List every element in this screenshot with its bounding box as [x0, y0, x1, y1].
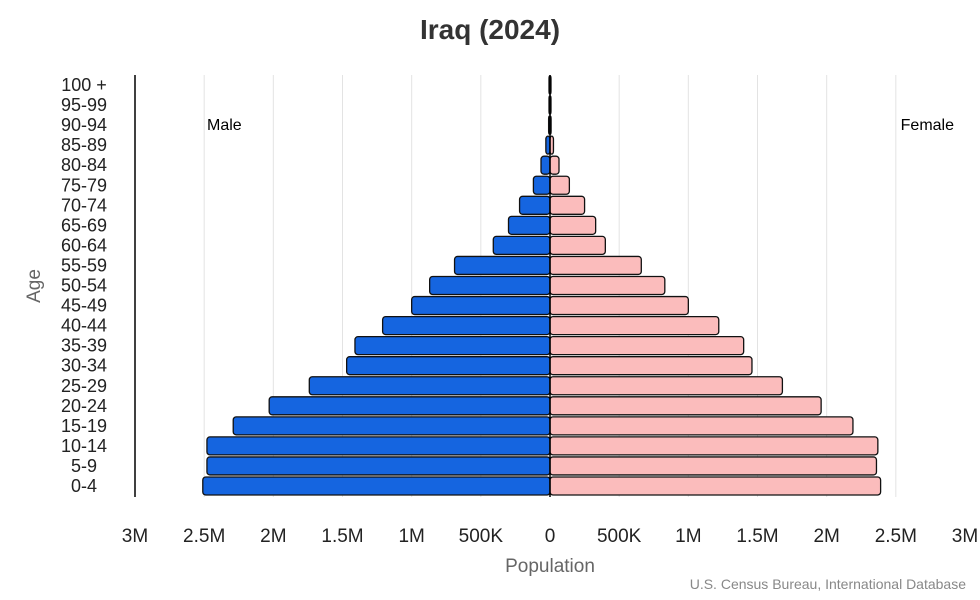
x-tick-label: 3M	[952, 526, 978, 547]
y-tick-label: 70-74	[61, 195, 107, 215]
y-tick-label: 30-34	[61, 356, 107, 376]
y-tick-label: 50-54	[61, 276, 107, 296]
bar-female-0-4	[549, 476, 882, 496]
x-tick-label: 0	[545, 526, 556, 547]
y-tick-label: 40-44	[61, 316, 107, 336]
bar-female-30-34	[549, 356, 753, 376]
x-tick-label: 1M	[398, 526, 424, 547]
bar-male-55-59	[453, 255, 551, 276]
bar-male-10-14	[206, 436, 551, 456]
bar-male-35-39	[354, 335, 551, 356]
bar-female-15-19	[549, 416, 854, 436]
x-tick-label: 2.5M	[875, 526, 917, 547]
bar-female-35-39	[549, 335, 745, 356]
bar-female-10-14	[549, 436, 879, 456]
bar-male-80-84	[540, 155, 551, 175]
y-tick-label: 10-14	[61, 436, 107, 456]
legend-female: Female	[901, 117, 954, 134]
bar-female-55-59	[549, 255, 642, 276]
bar-female-80-84	[549, 155, 560, 175]
y-tick-label: 15-19	[61, 416, 107, 436]
bar-male-40-44	[381, 315, 551, 336]
bar-male-70-74	[518, 195, 551, 215]
y-tick-label: 45-49	[61, 296, 107, 316]
bar-male-5-9	[206, 456, 551, 476]
x-tick-label: 2.5M	[183, 526, 225, 547]
bar-male-0-4	[202, 476, 551, 496]
bar-female-60-64	[549, 235, 606, 256]
bar-female-50-54	[549, 275, 666, 296]
bar-female-5-9	[549, 456, 878, 476]
chart-title: Iraq (2024)	[419, 14, 561, 45]
x-tick-label: 500K	[459, 526, 504, 547]
y-tick-label: 55-59	[61, 255, 107, 275]
bar-male-45-49	[411, 295, 551, 316]
bar-female-20-24	[549, 396, 822, 416]
bar-female-65-69	[549, 215, 597, 236]
y-tick-label: 85-89	[61, 135, 107, 155]
bar-female-40-44	[549, 315, 720, 336]
bar-female-75-79	[549, 175, 571, 195]
y-tick-label: 100 +	[61, 75, 107, 95]
x-tick-label: 2M	[260, 526, 286, 547]
bar-female-25-29	[549, 376, 784, 396]
y-tick-label: 20-24	[61, 396, 107, 416]
x-tick-label: 500K	[597, 526, 642, 547]
bar-female-45-49	[549, 295, 689, 316]
y-tick-label: 95-99	[61, 95, 107, 115]
y-tick-label: 5-9	[71, 456, 97, 476]
bar-female-70-74	[549, 195, 586, 215]
y-tick-label: 60-64	[61, 235, 107, 255]
y-tick-label: 80-84	[61, 155, 107, 175]
bar-male-20-24	[268, 396, 551, 416]
x-tick-label: 1.5M	[736, 526, 778, 547]
y-tick-label: 25-29	[61, 376, 107, 396]
y-tick-label: 65-69	[61, 215, 107, 235]
x-tick-label: 2M	[813, 526, 839, 547]
x-axis-label: Population	[505, 556, 595, 577]
x-tick-label: 1M	[675, 526, 701, 547]
y-tick-label: 0-4	[71, 476, 97, 496]
y-axis-label: Age	[24, 269, 45, 303]
y-tick-label: 35-39	[61, 336, 107, 356]
bar-male-30-34	[345, 356, 551, 376]
bar-male-60-64	[492, 235, 551, 256]
legend-male: Male	[207, 117, 242, 134]
source-credit: U.S. Census Bureau, International Databa…	[689, 576, 966, 592]
bar-male-50-54	[428, 275, 551, 296]
bar-male-75-79	[532, 175, 551, 195]
x-tick-label: 1.5M	[321, 526, 363, 547]
bar-male-15-19	[232, 416, 551, 436]
y-tick-label: 75-79	[61, 175, 107, 195]
x-tick-label: 3M	[122, 526, 148, 547]
y-tick-label: 90-94	[61, 115, 107, 135]
bar-male-25-29	[308, 376, 551, 396]
bar-male-65-69	[507, 215, 551, 236]
